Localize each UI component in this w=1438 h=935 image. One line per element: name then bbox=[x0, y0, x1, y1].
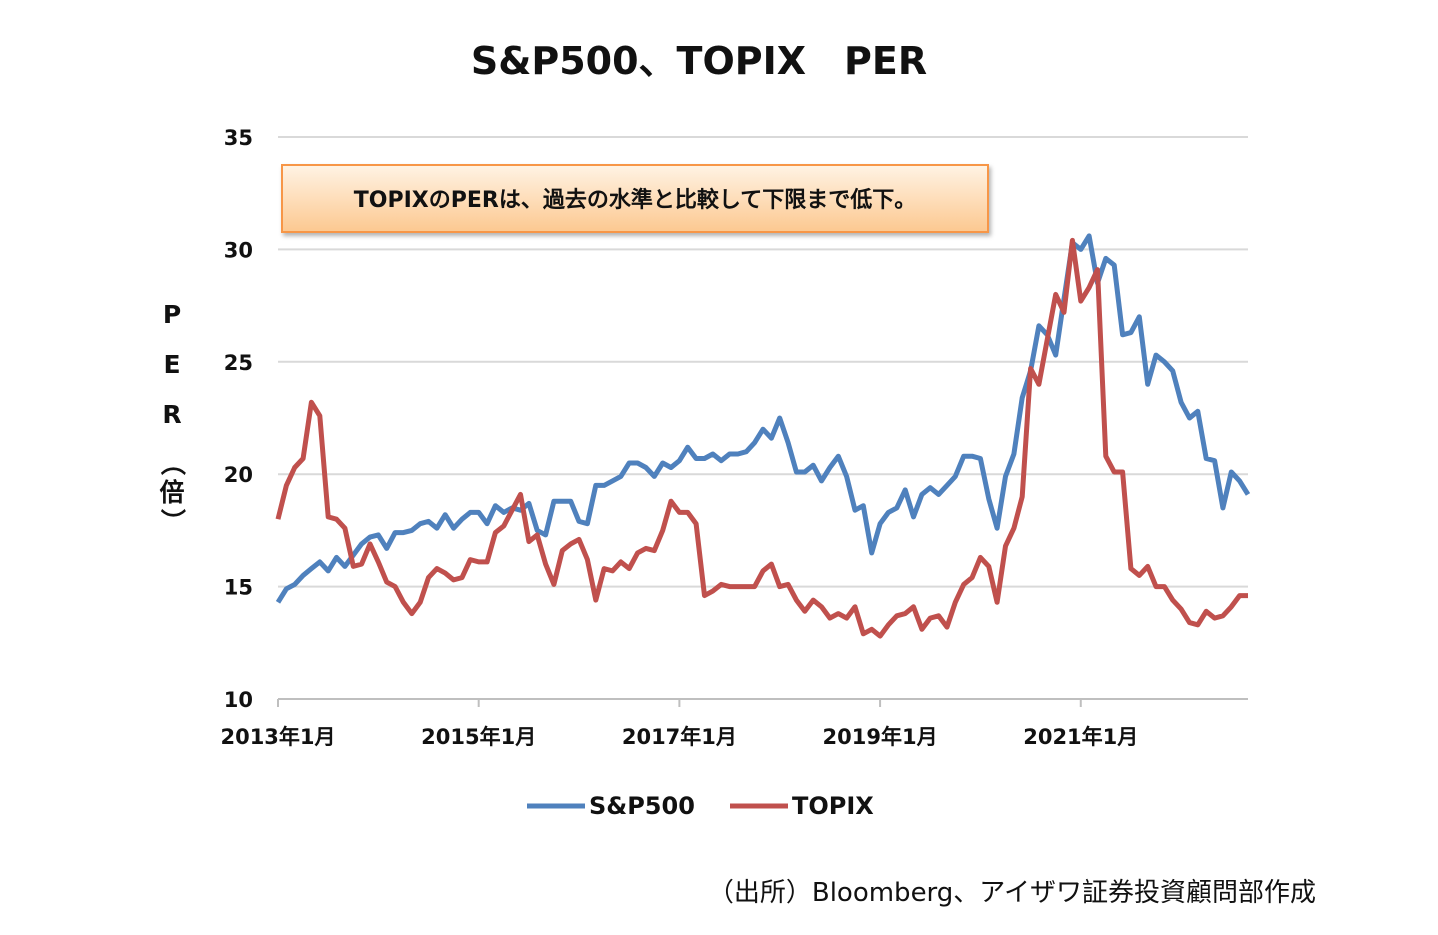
y-tick-label: 15 bbox=[224, 576, 253, 600]
x-axis: 2013年1月 2015年1月 2017年1月 2019年1月 2021年1月 bbox=[220, 698, 1248, 749]
chart-title: S&P500、TOPIX PER bbox=[471, 39, 927, 83]
series-lines bbox=[275, 233, 1251, 639]
y-tick-label: 20 bbox=[224, 463, 253, 487]
x-tick-label: 2013年1月 bbox=[220, 725, 335, 749]
y-tick-label: 25 bbox=[224, 351, 253, 375]
y-axis-ticks: 10 15 20 25 30 35 bbox=[224, 126, 253, 712]
x-tick-label: 2021年1月 bbox=[1023, 725, 1138, 749]
y-axis-label-char: 倍 bbox=[159, 478, 184, 507]
y-axis-label-char: E bbox=[163, 350, 180, 379]
y-axis-label-char: R bbox=[162, 400, 181, 429]
y-axis-label-char: P bbox=[163, 300, 181, 329]
y-axis-label-char: ） bbox=[158, 508, 187, 533]
y-tick-label: 35 bbox=[224, 126, 253, 150]
x-tick-label: 2019年1月 bbox=[823, 725, 938, 749]
x-tick-label: 2017年1月 bbox=[622, 725, 737, 749]
legend: S&P500 TOPIX bbox=[527, 792, 874, 820]
x-tick-label: 2015年1月 bbox=[421, 725, 536, 749]
y-tick-label: 10 bbox=[224, 688, 253, 712]
annotation-box: TOPIXのPERは、過去の水準と比較して下限まで低下。 bbox=[281, 164, 989, 233]
y-tick-label: 30 bbox=[224, 238, 253, 262]
annotation-text: TOPIXのPERは、過去の水準と比較して下限まで低下。 bbox=[354, 187, 916, 213]
y-axis-label-char: （ bbox=[158, 450, 187, 475]
source-note: （出所）Bloomberg、アイザワ証券投資顧問部作成 bbox=[707, 878, 1316, 908]
legend-label: TOPIX bbox=[792, 792, 874, 820]
series-line-sp500 bbox=[275, 233, 1251, 604]
legend-label: S&P500 bbox=[589, 792, 695, 820]
y-axis-label: PER （ 倍） bbox=[158, 300, 187, 534]
series-line-topix bbox=[275, 237, 1248, 639]
gridlines bbox=[278, 136, 1248, 588]
